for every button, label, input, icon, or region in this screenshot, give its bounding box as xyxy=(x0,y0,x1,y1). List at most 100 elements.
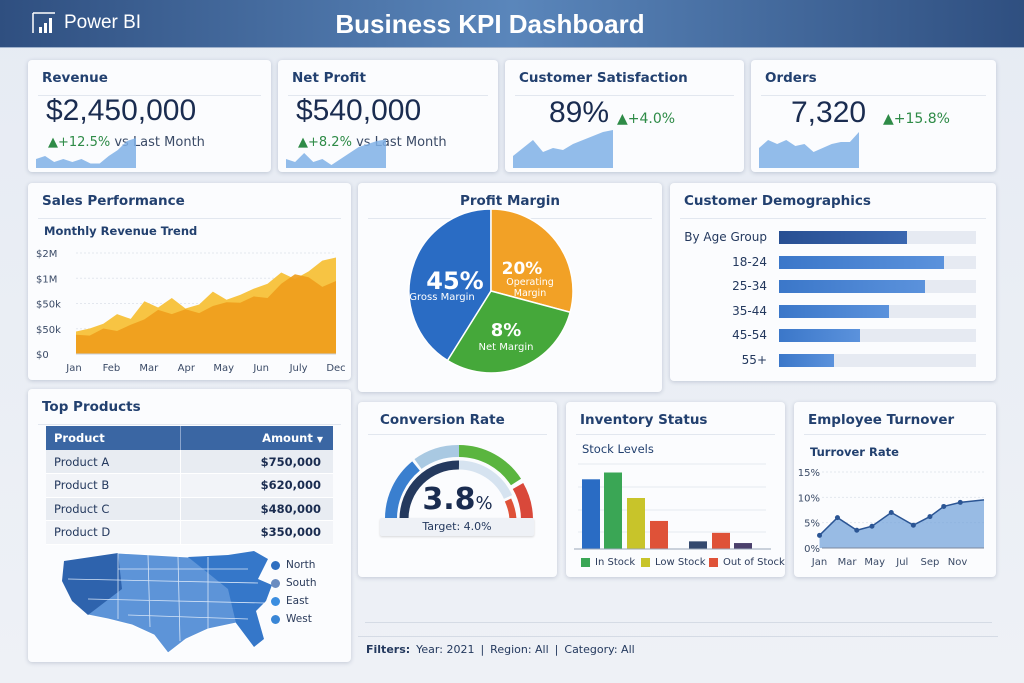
sparkline-area xyxy=(513,130,613,168)
age-bar[interactable] xyxy=(779,304,890,318)
sparkline xyxy=(759,132,859,168)
x-tick-label: Mar xyxy=(838,557,858,568)
turnover-point xyxy=(927,514,933,520)
column-header-amount[interactable]: Amount ▼ xyxy=(180,426,333,450)
app-name: Power BI xyxy=(64,12,142,33)
age-bar[interactable] xyxy=(779,280,925,293)
y-tick-label: $1M xyxy=(36,274,57,285)
table-row[interactable]: Product B $620,000 xyxy=(46,473,333,497)
age-bar[interactable] xyxy=(779,255,945,269)
change-value: +15.8% xyxy=(893,111,950,127)
product-amount: $480,000 xyxy=(180,497,333,521)
table-row[interactable]: Product D $350,000 xyxy=(46,520,333,544)
kpi-card-revenue: Revenue $2,450,000 ▲+12.5% vs Last Month xyxy=(28,60,271,172)
kpi-title: Revenue xyxy=(42,70,108,86)
up-arrow-icon: ▲ xyxy=(298,135,308,150)
sparkline xyxy=(513,130,613,168)
age-group-label: By Age Group xyxy=(684,230,767,244)
age-bar[interactable] xyxy=(779,329,860,342)
x-tick-label: Dec xyxy=(326,363,345,374)
sparkline-area xyxy=(286,139,386,168)
legend-swatch-icon xyxy=(581,558,590,567)
y-tick-label: 0% xyxy=(804,544,820,555)
age-bar[interactable] xyxy=(779,353,835,367)
age-group-label: 25-34 xyxy=(732,279,767,293)
turnover-point xyxy=(888,510,894,516)
legend-dot-icon xyxy=(271,614,280,624)
legend-item-west[interactable]: West xyxy=(271,613,312,625)
legend-item[interactable]: In Stock xyxy=(581,557,635,568)
stock-bar xyxy=(734,543,752,549)
filter-year[interactable]: Year: 2021 xyxy=(416,643,475,656)
table-row[interactable]: Product C $480,000 xyxy=(46,497,333,521)
turnover-point xyxy=(854,527,860,533)
kpi-title: Customer Satisfaction xyxy=(519,70,688,86)
legend-swatch-icon xyxy=(709,558,718,567)
card-title: Customer Demographics xyxy=(684,193,871,209)
turnover-area xyxy=(819,499,984,548)
y-tick-label: $50k xyxy=(36,325,61,336)
age-group-label: 35-44 xyxy=(732,303,767,318)
column-header-product[interactable]: Product xyxy=(54,431,105,445)
legend-item-east[interactable]: East xyxy=(271,595,309,607)
product-name: Product A xyxy=(54,454,110,469)
separator: | xyxy=(554,643,559,656)
profit-margin-card: Profit Margin 45% Gross Margin 20% Operatin… xyxy=(358,183,662,392)
stock-bar xyxy=(689,541,707,549)
sparkline-area xyxy=(36,138,136,168)
card-title: Top Products xyxy=(42,399,141,415)
y-tick-label: 15% xyxy=(798,468,820,479)
slice-value: 8% xyxy=(491,320,522,341)
filters-label: Filters: xyxy=(366,643,411,656)
up-arrow-icon: ▲ xyxy=(883,111,894,127)
legend-item-north[interactable]: North xyxy=(271,559,315,571)
pie-slice-net-margin xyxy=(446,290,572,374)
kpi-value: 89% xyxy=(549,96,610,129)
slice-label: Margin xyxy=(514,288,546,299)
x-tick-label: Jul xyxy=(895,557,908,568)
power-bi-logo[interactable]: Power BI xyxy=(32,12,141,34)
legend-dot-icon xyxy=(271,596,280,606)
product-amount: $350,000 xyxy=(180,520,333,544)
kpi-value: $2,450,000 xyxy=(46,94,197,127)
slice-value: 45% xyxy=(426,267,483,295)
x-tick-label: Jun xyxy=(252,363,269,374)
card-title: Conversion Rate xyxy=(380,412,505,428)
legend-item-south[interactable]: South xyxy=(271,577,317,589)
turnover-point xyxy=(817,532,823,538)
filter-category[interactable]: Category: All xyxy=(564,643,635,656)
card-title: Profit Margin xyxy=(459,193,561,209)
kpi-title: Orders xyxy=(765,70,817,86)
age-bar-track xyxy=(779,280,976,293)
x-tick-label: Apr xyxy=(178,363,196,374)
sparkline xyxy=(286,139,386,168)
table-row[interactable]: Product A $750,000 xyxy=(46,450,333,474)
bar-chart-icon xyxy=(32,12,55,33)
kpi-change: ▲+15.8% xyxy=(883,111,950,127)
revenue-area-chart: $0 $50k $50k $1M $2M Jan Feb Mar Apr May Jun July De… xyxy=(36,249,346,374)
filter-region[interactable]: Region: All xyxy=(490,643,549,656)
y-tick-label: 5% xyxy=(804,519,820,530)
chart-title: Turrover Rate xyxy=(810,445,899,459)
chart-title: Monthly Revenue Trend xyxy=(44,224,198,238)
sort-desc-icon: ▼ xyxy=(316,435,323,444)
slice-label: Gross Margin xyxy=(409,292,475,303)
x-tick-label: May xyxy=(213,363,234,374)
age-group-label: 45-54 xyxy=(732,328,767,342)
kpi-change: ▲+4.0% xyxy=(617,111,675,127)
age-bar[interactable] xyxy=(779,231,908,244)
us-region-map[interactable] xyxy=(58,549,278,657)
change-value: +12.5% xyxy=(58,135,111,150)
card-title: Inventory Status xyxy=(580,412,708,428)
up-arrow-icon: ▲ xyxy=(617,111,628,127)
turnover-line-chart: 0% 5% 10% 15% Jan Mar May Jul Sep Nov xyxy=(798,468,985,568)
legend-item[interactable]: Out of Stock xyxy=(709,557,785,568)
unit: % xyxy=(475,493,493,514)
change-value: +4.0% xyxy=(627,111,676,127)
legend-item[interactable]: Low Stock xyxy=(641,557,706,568)
age-group-label: 18-24 xyxy=(732,254,767,269)
divider xyxy=(365,622,992,623)
stock-bar xyxy=(627,498,645,549)
products-table: Product Amount ▼ Product A $750,000 Produc… xyxy=(46,426,333,545)
legend-dot-icon xyxy=(271,560,280,570)
